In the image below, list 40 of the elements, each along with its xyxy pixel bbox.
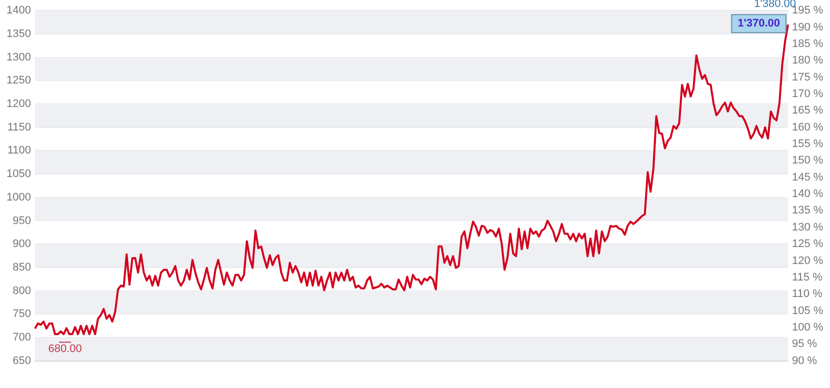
- y2-tick-label: 150 %: [792, 154, 824, 167]
- y-tick-label: 900: [12, 238, 31, 250]
- y-tick-label: 750: [12, 308, 31, 320]
- annotation: 680.00: [48, 343, 82, 356]
- y2-tick-label: 195 %: [792, 4, 824, 17]
- y-tick-label: 1000: [6, 191, 31, 204]
- y2-tick-label: 115 %: [792, 271, 823, 284]
- annotation: 1'370.00: [738, 18, 780, 30]
- y2-tick-label: 90 %: [792, 354, 818, 367]
- y-tick-label: 950: [12, 214, 31, 227]
- y-tick-label: 850: [12, 261, 31, 274]
- y2-tick-label: 95 %: [792, 338, 818, 350]
- y-tick-label: 1200: [6, 98, 31, 110]
- y2-tick-label: 180 %: [792, 54, 824, 67]
- y-tick-label: 1300: [6, 51, 31, 64]
- y2-tick-label: 185 %: [792, 38, 824, 50]
- y-tick-label: 1150: [7, 121, 31, 134]
- y-tick-label: 650: [12, 354, 31, 367]
- y-tick-label: 700: [12, 331, 31, 344]
- y-tick-label: 1350: [6, 28, 31, 40]
- y-tick-label: 800: [12, 284, 31, 297]
- y-tick-label: 1100: [7, 144, 31, 157]
- y-tick-label: 1400: [6, 4, 31, 17]
- y2-tick-label: 160 %: [792, 121, 824, 134]
- y2-tick-label: 165 %: [792, 104, 824, 117]
- y2-tick-label: 140 %: [792, 188, 824, 200]
- y2-tick-label: 170 %: [792, 88, 824, 100]
- y2-tick-label: 155 %: [792, 138, 824, 150]
- y-tick-label: 1050: [6, 168, 31, 180]
- y2-tick-label: 120 %: [792, 254, 824, 267]
- y2-tick-label: 145 %: [792, 171, 824, 184]
- y-tick-label: 1250: [6, 74, 31, 87]
- y2-tick-label: 190 %: [792, 21, 824, 34]
- y2-tick-label: 130 %: [792, 221, 824, 234]
- y2-tick-label: 100 %: [792, 321, 824, 334]
- y2-tick-label: 135 %: [792, 204, 824, 217]
- y2-tick-label: 110 %: [792, 288, 823, 300]
- y2-tick-label: 125 %: [792, 238, 824, 250]
- y2-tick-label: 105 %: [792, 304, 824, 317]
- y2-tick-label: 175 %: [792, 71, 824, 84]
